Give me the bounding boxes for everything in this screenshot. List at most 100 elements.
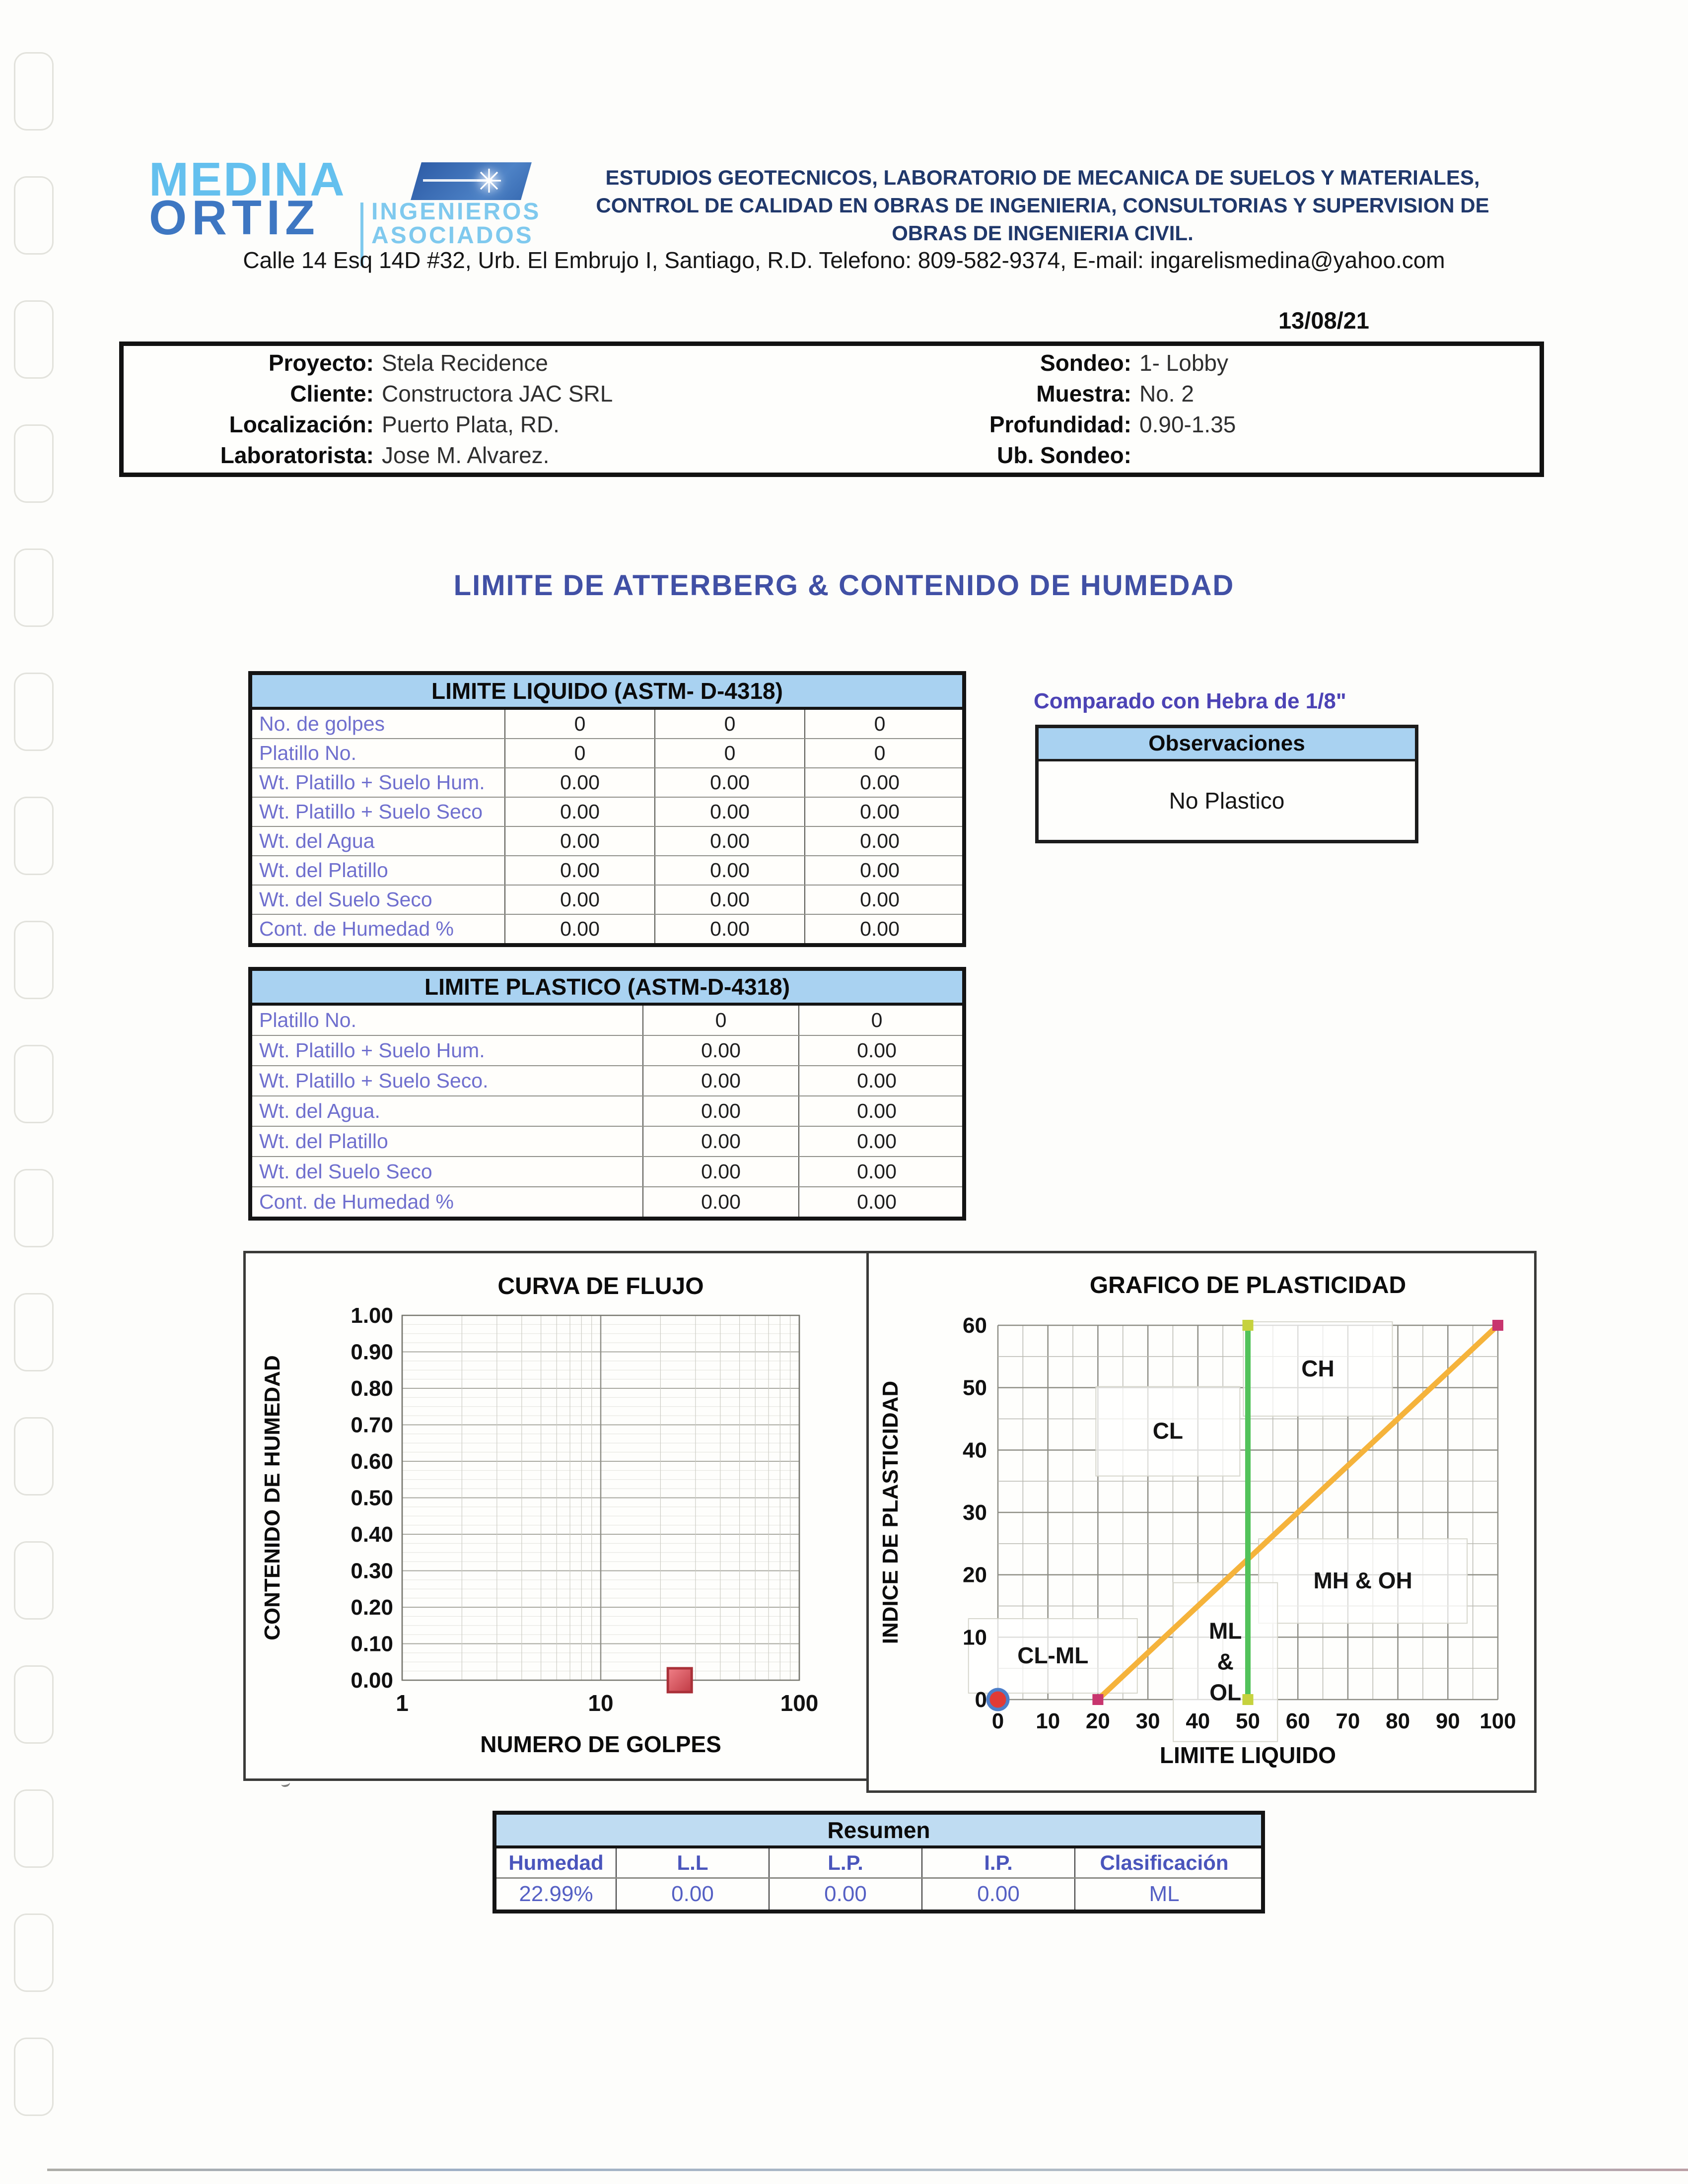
logo-divider-bar [360, 203, 363, 266]
A-line-endpoint [1092, 1694, 1104, 1705]
row-value: 0.00 [642, 1127, 798, 1156]
binder-hole-mark [14, 176, 54, 255]
row-value: 0.00 [504, 915, 654, 943]
A-line-endpoint [1492, 1320, 1503, 1331]
resumen-header-lp: L.P. [769, 1848, 921, 1877]
page-title: LIMITE DE ATTERBERG & CONTENIDO DE HUMED… [453, 569, 1235, 602]
row-value: 0.00 [804, 886, 954, 914]
table-row: Wt. del Agua. 0.00 0.00 [252, 1095, 962, 1126]
starburst-icon: ✳ [475, 163, 503, 200]
zone-label-box [968, 1618, 1138, 1694]
row-value: 0.00 [654, 886, 804, 914]
zone-label: MH & OH [1313, 1568, 1412, 1593]
LL-50-line-endpoint [1242, 1694, 1254, 1705]
chart-title: CURVA DE FLUJO [497, 1273, 703, 1299]
row-value: 0.00 [504, 768, 654, 797]
y-tick-label: 0.60 [351, 1449, 393, 1474]
row-label: Wt. del Platillo [259, 859, 388, 882]
binder-hole-mark [14, 52, 54, 131]
liquid-limit-table-title: LIMITE LIQUIDO (ASTM- D-4318) [252, 675, 962, 710]
row-label: Wt. del Suelo Seco [259, 888, 432, 911]
x-tick-label: 40 [1186, 1709, 1210, 1733]
y-tick-label: 30 [963, 1501, 987, 1525]
binder-hole-mark [14, 673, 54, 751]
y-axis-label: CONTENIDO DE HUMEDAD [260, 1355, 284, 1640]
resumen-value-humedad: 22.99% [519, 1882, 593, 1906]
flow-data-point [666, 1667, 693, 1694]
report-date: 13/08/21 [1278, 307, 1369, 334]
row-value: 0.00 [642, 1096, 798, 1126]
table-row: Wt. del Suelo Seco 0.00 0.00 [252, 1156, 962, 1186]
row-value: 0.00 [654, 915, 804, 943]
resumen-header-ip: I.P. [921, 1848, 1074, 1877]
row-value: 0.00 [798, 1036, 954, 1065]
table-row: Wt. del Suelo Seco 0.00 0.00 0.00 [252, 885, 962, 914]
info-value-sondeo: 1- Lobby [1139, 350, 1229, 376]
binder-hole-mark [14, 2038, 54, 2116]
y-tick-label: 0.40 [351, 1522, 393, 1547]
plot-border [401, 1314, 800, 1681]
row-value: 0.00 [804, 856, 954, 885]
zone-label: CL [1153, 1418, 1183, 1444]
x-tick-label: 10 [1036, 1709, 1060, 1733]
zone-label: CH [1301, 1356, 1334, 1381]
info-label-proyecto: Proyecto: [268, 350, 374, 376]
row-label: Platillo No. [259, 742, 356, 764]
row-label: Cont. de Humedad % [259, 1190, 454, 1213]
info-label-cliente: Cliente: [290, 381, 374, 407]
resumen-header-humedad: Humedad [508, 1851, 604, 1874]
resumen-table: Resumen Humedad L.L L.P. I.P. Clasificac… [492, 1811, 1265, 1913]
logo-medina-text: MEDINA [149, 153, 346, 206]
row-label: Wt. Platillo + Suelo Seco. [259, 1069, 489, 1092]
row-value: 0.00 [654, 827, 804, 855]
binder-hole-mark [14, 797, 54, 875]
chart-title: GRAFICO DE PLASTICIDAD [1090, 1272, 1406, 1298]
row-value: 0.00 [504, 798, 654, 826]
y-tick-label: 50 [963, 1376, 987, 1400]
y-tick-label: 0.00 [351, 1668, 393, 1693]
header-address: Calle 14 Esq 14D #32, Urb. El Embrujo I,… [243, 247, 1445, 273]
y-tick-label: 0.80 [351, 1376, 393, 1401]
y-tick-label: 0.70 [351, 1413, 393, 1437]
resumen-header-clasificacion: Clasificación [1074, 1848, 1253, 1877]
table-row: Wt. Platillo + Suelo Seco. 0.00 0.00 [252, 1065, 962, 1095]
table-row: No. de golpes 0 0 0 [252, 710, 962, 738]
table-row: Platillo No. 0 0 [252, 1006, 962, 1035]
info-label-ub-sondeo: Ub. Sondeo: [997, 442, 1131, 468]
plasticity-svg: CL-ML CL CH MH & OH ML & OL 0 10 20 30 40 50 60 70 80 90… [878, 1272, 1516, 1768]
row-label: No. de golpes [259, 712, 385, 735]
binder-hole-mark [14, 1169, 54, 1247]
row-value: 0.00 [642, 1187, 798, 1217]
x-tick-label: 20 [1086, 1709, 1110, 1733]
info-value-muestra: No. 2 [1139, 381, 1194, 407]
row-value: 0.00 [504, 856, 654, 885]
resumen-value-ll: 0.00 [616, 1879, 769, 1910]
flow-curve-chart: 1.00 0.90 0.80 0.70 0.60 0.50 0.40 0.30 0.20 0.10… [243, 1251, 871, 1781]
row-label: Wt. Platillo + Suelo Hum. [259, 1039, 485, 1062]
table-row: Wt. Platillo + Suelo Seco 0.00 0.00 0.00 [252, 797, 962, 826]
info-label-laboratorista: Laboratorista: [220, 442, 374, 468]
table-row: Wt. Platillo + Suelo Hum. 0.00 0.00 [252, 1035, 962, 1065]
row-value: 0.00 [798, 1096, 954, 1126]
row-value: 0 [504, 739, 654, 767]
row-value: 0.00 [642, 1157, 798, 1186]
x-tick-label: 70 [1336, 1709, 1360, 1733]
logo-streak [423, 179, 492, 182]
row-value: 0.00 [804, 827, 954, 855]
row-value: 0.00 [642, 1036, 798, 1065]
x-tick-label: 60 [1286, 1709, 1310, 1733]
row-value: 0.00 [642, 1066, 798, 1095]
row-value: 0.00 [804, 768, 954, 797]
resumen-value-lp: 0.00 [769, 1879, 921, 1910]
table-row: Wt. del Platillo 0.00 0.00 0.00 [252, 855, 962, 885]
row-value: 0 [504, 710, 654, 738]
row-value: 0.00 [654, 856, 804, 885]
observations-title: Observaciones [1039, 728, 1415, 761]
binder-hole-mark [14, 1417, 54, 1496]
header-tagline-line1: ESTUDIOS GEOTECNICOS, LABORATORIO DE MEC… [605, 166, 1480, 189]
row-value: 0.00 [804, 798, 954, 826]
info-label-muestra: Muestra: [1036, 381, 1131, 407]
binder-hole-mark [14, 1045, 54, 1123]
x-tick-label: 100 [780, 1690, 819, 1716]
